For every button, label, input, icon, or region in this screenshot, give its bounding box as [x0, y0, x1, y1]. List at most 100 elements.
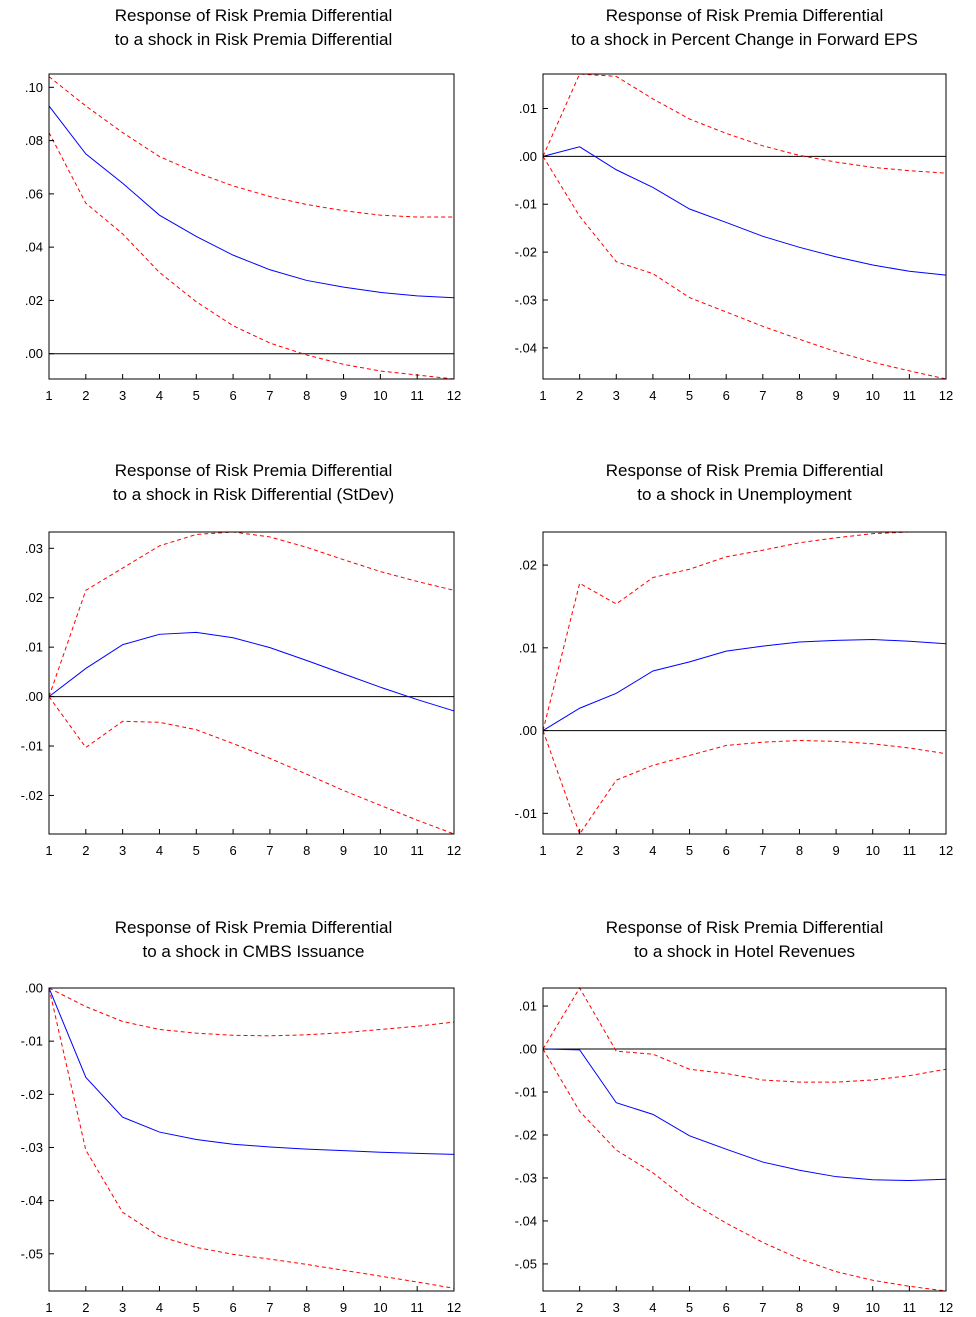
x-tick-label: 3: [119, 1300, 126, 1315]
y-tick-label: -.02: [21, 1087, 43, 1102]
x-tick-label: 9: [340, 843, 347, 858]
x-tick-label: 11: [410, 1300, 424, 1315]
confidence-band-upper: [48, 987, 455, 1037]
plot-frame: [542, 987, 947, 1292]
impulse-response-line: [542, 146, 947, 276]
x-tick-label: 10: [865, 1300, 879, 1315]
x-tick-label: 11: [903, 388, 917, 403]
plot-frame: [48, 73, 455, 380]
chart-title-line-1: Response of Risk Premia Differential: [606, 461, 883, 480]
x-tick-label: 11: [410, 388, 424, 403]
y-tick-label: -.02: [515, 1127, 537, 1142]
confidence-band-lower: [48, 987, 455, 1289]
chart-panel-1: Response of Risk Premia Differential to a…: [25, 6, 461, 403]
x-tick-label: 4: [156, 388, 163, 403]
y-tick-label: .01: [519, 640, 537, 655]
x-tick-label: 6: [723, 1300, 730, 1315]
y-tick-label: -.01: [515, 806, 537, 821]
x-tick-label: 3: [613, 1300, 620, 1315]
x-tick-label: 6: [723, 843, 730, 858]
x-tick-label: 7: [759, 388, 766, 403]
x-tick-label: 9: [832, 1300, 839, 1315]
x-tick-label: 8: [303, 1300, 310, 1315]
x-tick-label: 12: [939, 1300, 953, 1315]
y-tick-label: -.03: [21, 1140, 43, 1155]
chart-panel-4: Response of Risk Premia Differential to a…: [515, 461, 954, 858]
x-tick-label: 2: [576, 843, 583, 858]
chart-title-line-1: Response of Risk Premia Differential: [115, 461, 392, 480]
x-tick-label: 4: [649, 388, 656, 403]
confidence-band-upper: [48, 76, 454, 218]
x-tick-label: 12: [939, 843, 953, 858]
x-tick-label: 4: [649, 843, 656, 858]
confidence-band-lower: [542, 1048, 947, 1292]
confidence-band-lower: [48, 696, 455, 835]
chart-title-line-2: to a shock in Hotel Revenues: [634, 942, 855, 961]
chart-title-line-1: Response of Risk Premia Differential: [115, 918, 392, 937]
impulse-response-line: [542, 639, 947, 732]
x-tick-label: 5: [686, 843, 693, 858]
x-tick-label: 11: [903, 843, 917, 858]
x-tick-label: 12: [447, 843, 461, 858]
x-tick-label: 9: [340, 388, 347, 403]
x-tick-label: 6: [229, 1300, 236, 1315]
confidence-band-lower: [48, 132, 455, 380]
plot-frame: [542, 73, 947, 380]
y-tick-label: .01: [519, 999, 537, 1014]
y-tick-label: .04: [25, 240, 43, 255]
x-tick-label: 2: [576, 1300, 583, 1315]
x-tick-label: 10: [373, 1300, 387, 1315]
x-tick-label: 10: [865, 843, 879, 858]
x-tick-label: 12: [447, 1300, 461, 1315]
confidence-band-upper: [542, 987, 947, 1083]
x-tick-label: 10: [865, 388, 879, 403]
impulse-response-line: [542, 1048, 947, 1182]
y-tick-label: -.03: [515, 292, 537, 307]
x-tick-label: 8: [796, 388, 803, 403]
plot-frame: [542, 531, 947, 835]
y-tick-label: .01: [25, 640, 43, 655]
x-tick-label: 5: [193, 843, 200, 858]
plot-frame: [48, 531, 455, 835]
chart-title-line-1: Response of Risk Premia Differential: [606, 6, 883, 25]
impulse-response-line: [48, 105, 455, 299]
y-tick-label: -.05: [515, 1256, 537, 1271]
confidence-band-lower: [542, 730, 947, 836]
x-tick-label: 5: [686, 388, 693, 403]
x-tick-label: 5: [686, 1300, 693, 1315]
chart-title-line-1: Response of Risk Premia Differential: [115, 6, 392, 25]
x-tick-label: 2: [82, 1300, 89, 1315]
y-tick-label: .00: [25, 981, 43, 996]
chart-title-line-2: to a shock in Unemployment: [637, 485, 852, 504]
y-tick-label: -.02: [21, 788, 43, 803]
chart-title-line-2: to a shock in Risk Differential (StDev): [113, 485, 394, 504]
chart-panel-3: Response of Risk Premia Differential to a…: [21, 461, 462, 858]
x-tick-label: 3: [613, 843, 620, 858]
x-tick-label: 1: [539, 843, 546, 858]
x-tick-label: 6: [229, 843, 236, 858]
x-tick-label: 3: [119, 388, 126, 403]
y-tick-label: .03: [25, 541, 43, 556]
x-tick-label: 7: [759, 843, 766, 858]
x-tick-label: 11: [410, 843, 424, 858]
y-tick-label: .02: [519, 558, 537, 573]
chart-title-line-2: to a shock in Percent Change in Forward …: [571, 30, 918, 49]
x-tick-label: 1: [539, 388, 546, 403]
y-tick-label: .06: [25, 186, 43, 201]
y-tick-label: .02: [25, 293, 43, 308]
x-tick-label: 9: [832, 388, 839, 403]
y-tick-label: .00: [519, 1042, 537, 1057]
y-tick-label: -.01: [21, 739, 43, 754]
chart-panel-5: Response of Risk Premia Differential to a…: [21, 918, 462, 1315]
y-tick-label: .01: [519, 101, 537, 116]
chart-panel-2: Response of Risk Premia Differential to a…: [515, 6, 954, 403]
y-tick-label: -.04: [21, 1193, 43, 1208]
y-tick-label: .02: [25, 590, 43, 605]
x-tick-label: 1: [45, 388, 52, 403]
x-tick-label: 2: [82, 388, 89, 403]
impulse-response-line: [48, 631, 455, 712]
x-tick-label: 10: [373, 843, 387, 858]
impulse-response-line: [48, 987, 455, 1155]
x-tick-label: 1: [45, 1300, 52, 1315]
